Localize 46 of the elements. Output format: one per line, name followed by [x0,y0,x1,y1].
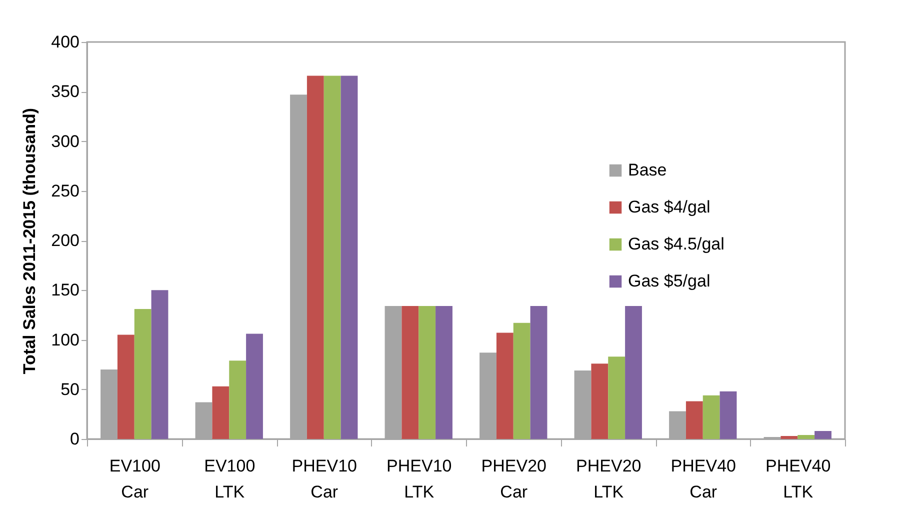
bar [798,435,815,439]
x-tick-label: PHEV40 LTK [766,456,831,502]
y-tick-label: 50 [60,380,80,399]
bar [134,308,152,439]
bar [340,76,358,439]
x-tick-label: PHEV20 LTK [576,456,642,502]
bar [306,76,324,439]
bar [625,306,642,439]
legend-label: Gas $5/gal [628,272,710,290]
y-tick-label: 400 [51,32,80,52]
legend-label: Base [628,160,667,180]
bar [530,306,548,439]
y-tick-label: 150 [51,280,80,300]
y-tick-label: 100 [51,330,80,350]
bar [591,364,608,439]
bar [246,334,263,439]
y-tick-label: 0 [70,430,80,448]
bar [608,356,626,439]
y-tick-label: 200 [51,231,80,250]
x-tick-label: EV100 LTK [204,456,256,502]
y-tick-label: 350 [51,82,80,102]
bar [513,322,530,439]
bar [780,436,798,439]
bar [814,431,832,439]
bar [229,360,246,439]
bar [436,306,452,439]
bar [402,306,419,439]
x-tick-label: PHEV20 Car [481,456,546,502]
y-tick-label: 300 [51,132,80,151]
bar [720,391,737,439]
bar [418,306,436,439]
bar [496,332,514,439]
bar [151,290,168,439]
bar [324,76,341,439]
legend-label: Gas $4.5/gal [628,234,724,254]
bar [212,386,230,439]
x-tick-label: PHEV10 LTK [386,456,452,502]
bar [686,401,703,439]
y-tick-label: 250 [51,181,80,200]
x-tick-label: EV100 Car [109,456,160,502]
x-tick-label: PHEV10 Car [292,456,357,502]
bar [702,395,720,439]
x-tick-label: PHEV40 Car [670,456,736,502]
y-axis-title: Total Sales 2011-2015 (thousand) [20,108,40,374]
bar [117,334,134,439]
legend-label: Gas $4/gal [628,198,710,216]
